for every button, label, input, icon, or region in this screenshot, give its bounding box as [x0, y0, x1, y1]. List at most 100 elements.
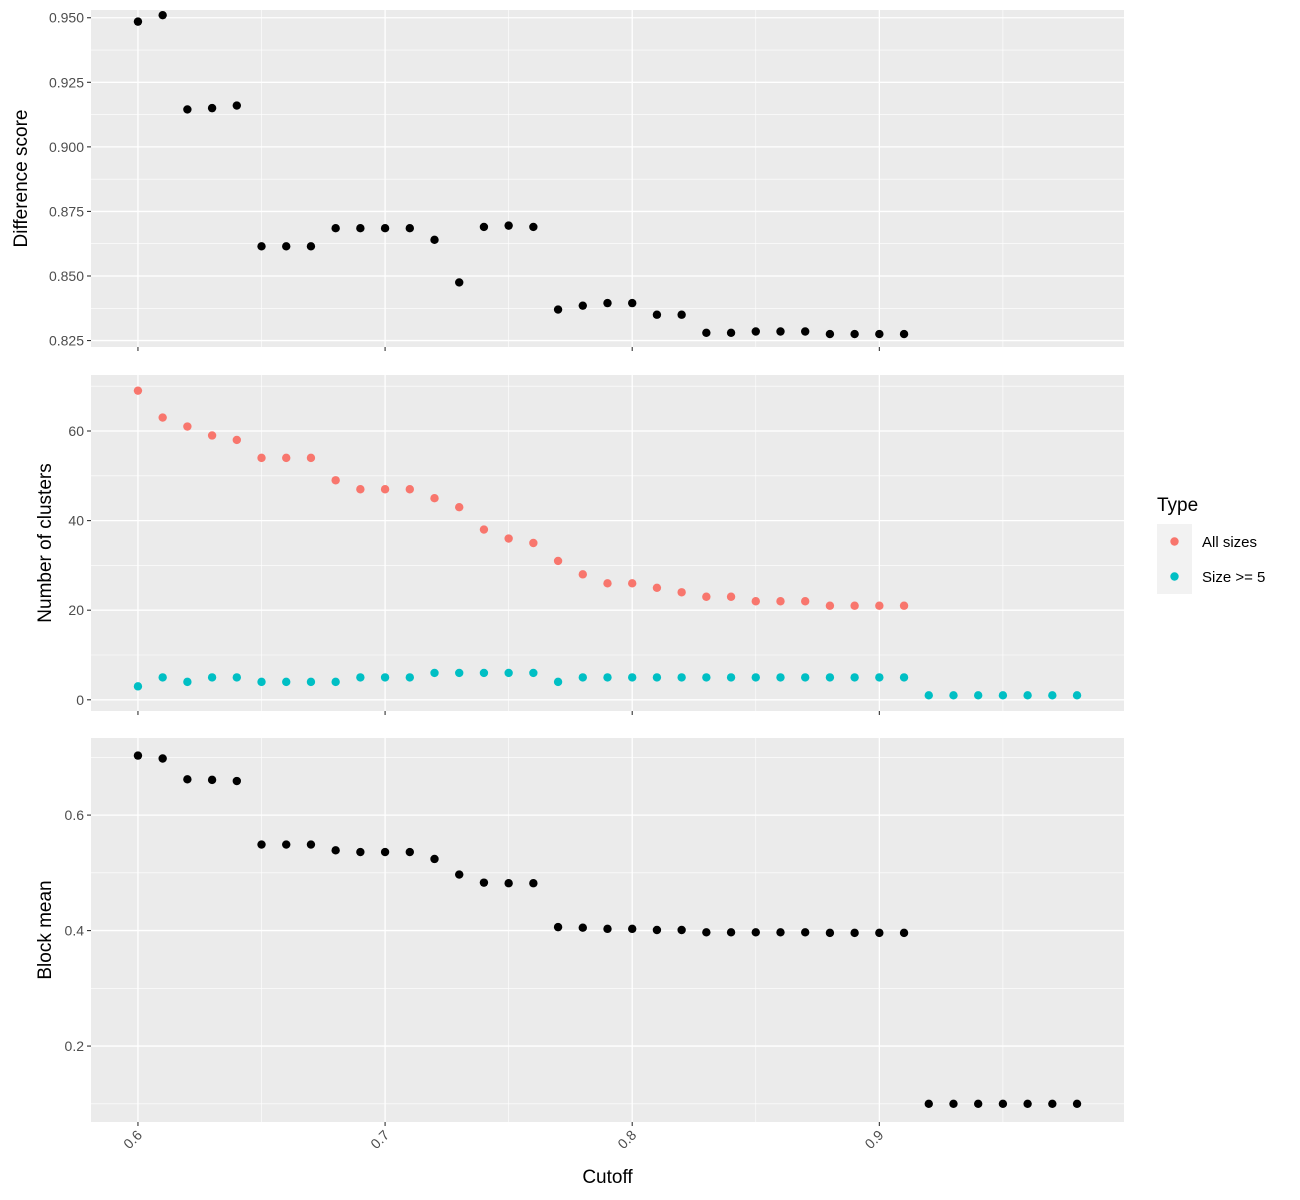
data-point — [1072, 1099, 1082, 1109]
data-point-size-5 — [380, 673, 390, 682]
data-point — [158, 10, 167, 20]
panel-3: 0.2 0.4 0.6 Block mean — [35, 738, 1124, 1126]
data-point — [380, 224, 390, 233]
data-point-all-sizes — [850, 601, 859, 610]
y-tick-label: 0.875 — [49, 203, 84, 219]
data-point — [430, 854, 439, 864]
data-point-size-5 — [405, 673, 414, 682]
x-tick-label: 0.7 — [367, 1127, 392, 1152]
data-point — [677, 925, 686, 935]
data-point-size-5 — [628, 673, 637, 682]
data-point-size-5 — [578, 673, 587, 682]
data-point — [529, 879, 538, 888]
data-point-size-5 — [356, 673, 365, 682]
data-point-size-5 — [553, 677, 563, 687]
data-point-size-5 — [1023, 691, 1032, 700]
data-point-all-sizes — [726, 592, 736, 601]
data-point — [529, 222, 538, 232]
y-tick-label: 0.4 — [65, 923, 85, 939]
legend-key-point — [1170, 537, 1179, 546]
data-point-size-5 — [183, 677, 192, 687]
data-point — [504, 221, 513, 230]
data-point — [133, 751, 143, 760]
data-point-size-5 — [430, 668, 439, 678]
data-point — [257, 840, 266, 849]
data-point — [751, 327, 760, 336]
data-point — [183, 105, 192, 114]
data-point-all-sizes — [529, 538, 538, 548]
data-point-all-sizes — [825, 601, 835, 610]
y-tick-label: 60 — [68, 423, 84, 439]
data-point — [207, 775, 217, 785]
data-point — [850, 928, 859, 938]
y-tick-label: 0.900 — [49, 139, 84, 155]
data-point-all-sizes — [232, 435, 242, 445]
data-point — [479, 222, 489, 232]
data-point — [924, 1099, 933, 1109]
data-point-all-sizes — [553, 556, 563, 566]
data-point-all-sizes — [479, 525, 489, 534]
data-point-all-sizes — [430, 494, 439, 503]
y-tick-label: 0.925 — [49, 74, 84, 90]
data-point — [282, 242, 291, 251]
data-point-size-5 — [479, 668, 489, 678]
data-point-all-sizes — [207, 431, 217, 440]
data-point — [133, 17, 143, 26]
data-point — [479, 878, 489, 887]
data-point — [1048, 1099, 1057, 1109]
data-point-size-5 — [751, 673, 760, 682]
data-point — [776, 327, 785, 336]
x-tick-label: 0.8 — [614, 1127, 639, 1152]
data-point — [899, 329, 909, 339]
data-point — [257, 242, 266, 251]
y-tick-label: 0.2 — [65, 1038, 85, 1054]
y-tick-label: 40 — [68, 513, 84, 529]
data-point-size-5 — [1072, 691, 1082, 700]
panel-background — [91, 10, 1124, 347]
data-point-size-5 — [529, 668, 538, 678]
data-point — [702, 328, 711, 337]
data-point-all-sizes — [628, 579, 637, 588]
data-point — [751, 928, 760, 937]
data-point — [356, 847, 365, 857]
y-axis-title: Difference score — [11, 110, 32, 248]
data-point-size-5 — [331, 677, 340, 687]
data-point — [331, 846, 340, 855]
data-point-all-sizes — [356, 485, 365, 494]
data-point — [949, 1099, 958, 1109]
data-point-size-5 — [998, 691, 1008, 700]
data-point-all-sizes — [306, 453, 316, 463]
data-point — [232, 101, 242, 110]
data-point — [875, 329, 884, 339]
legend-label: Size >= 5 — [1202, 569, 1265, 586]
data-point-all-sizes — [455, 502, 464, 512]
panel-2: 0 20 40 60 Number of clusters — [35, 375, 1124, 715]
data-point-size-5 — [850, 673, 859, 682]
data-point-all-sizes — [405, 485, 414, 494]
data-point — [504, 879, 513, 888]
data-point — [331, 224, 340, 233]
data-point-all-sizes — [158, 413, 167, 422]
data-point-all-sizes — [282, 453, 291, 463]
data-point — [899, 928, 909, 938]
data-point — [726, 328, 736, 337]
data-point-size-5 — [776, 673, 785, 682]
data-point-all-sizes — [133, 386, 143, 395]
data-point — [232, 776, 242, 786]
data-point — [677, 310, 686, 319]
data-point — [405, 224, 414, 233]
data-point — [553, 305, 563, 314]
data-point-size-5 — [158, 673, 167, 682]
data-point-size-5 — [306, 677, 316, 687]
data-point — [973, 1099, 983, 1109]
panel-background — [91, 375, 1124, 711]
data-point-all-sizes — [652, 583, 662, 592]
legend-title: Type — [1157, 495, 1198, 516]
data-point — [801, 928, 810, 937]
y-tick-label: 0.950 — [49, 10, 84, 26]
data-point-size-5 — [677, 673, 686, 682]
data-point-size-5 — [875, 673, 884, 682]
data-point — [356, 224, 365, 233]
data-point — [183, 775, 192, 784]
